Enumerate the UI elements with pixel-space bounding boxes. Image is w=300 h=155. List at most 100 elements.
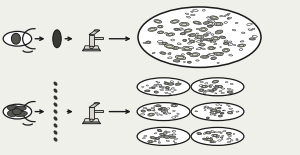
Ellipse shape — [175, 83, 181, 85]
Ellipse shape — [204, 90, 206, 91]
Ellipse shape — [206, 137, 208, 138]
Ellipse shape — [170, 81, 174, 82]
Ellipse shape — [227, 88, 231, 89]
Ellipse shape — [227, 141, 231, 143]
Ellipse shape — [205, 22, 209, 24]
Ellipse shape — [198, 133, 201, 134]
Ellipse shape — [15, 111, 27, 117]
Ellipse shape — [179, 29, 183, 30]
Ellipse shape — [190, 34, 194, 36]
Ellipse shape — [231, 90, 233, 91]
Ellipse shape — [164, 112, 168, 113]
Ellipse shape — [215, 113, 217, 114]
Ellipse shape — [165, 136, 168, 138]
Ellipse shape — [151, 137, 154, 138]
Ellipse shape — [199, 48, 202, 49]
Ellipse shape — [212, 37, 220, 40]
Ellipse shape — [211, 131, 214, 132]
Ellipse shape — [157, 105, 160, 106]
Ellipse shape — [205, 34, 207, 36]
Ellipse shape — [224, 49, 228, 51]
Ellipse shape — [149, 87, 152, 89]
Ellipse shape — [215, 108, 218, 109]
Ellipse shape — [206, 85, 210, 86]
Ellipse shape — [11, 33, 20, 44]
Ellipse shape — [154, 20, 162, 23]
Ellipse shape — [173, 60, 180, 62]
Ellipse shape — [212, 58, 215, 59]
Ellipse shape — [217, 31, 221, 33]
Ellipse shape — [146, 90, 149, 91]
Polygon shape — [94, 37, 103, 39]
Ellipse shape — [159, 85, 161, 86]
Ellipse shape — [216, 104, 220, 105]
Ellipse shape — [212, 88, 217, 91]
Ellipse shape — [190, 41, 194, 42]
Ellipse shape — [210, 141, 215, 143]
Ellipse shape — [213, 41, 216, 42]
Ellipse shape — [149, 114, 153, 115]
Ellipse shape — [196, 28, 199, 30]
Ellipse shape — [166, 33, 175, 36]
Ellipse shape — [176, 84, 180, 85]
Ellipse shape — [206, 90, 210, 91]
Ellipse shape — [15, 106, 26, 111]
Ellipse shape — [175, 115, 178, 117]
Ellipse shape — [160, 133, 165, 136]
Ellipse shape — [193, 9, 198, 11]
Ellipse shape — [201, 85, 207, 88]
Ellipse shape — [160, 52, 166, 54]
Ellipse shape — [163, 135, 170, 138]
Ellipse shape — [53, 102, 58, 107]
Ellipse shape — [142, 138, 146, 139]
Ellipse shape — [184, 40, 186, 41]
Ellipse shape — [250, 38, 254, 40]
Ellipse shape — [159, 86, 162, 87]
Ellipse shape — [149, 141, 152, 142]
Ellipse shape — [202, 56, 207, 58]
Ellipse shape — [155, 21, 160, 22]
Ellipse shape — [188, 42, 192, 44]
Ellipse shape — [183, 39, 187, 41]
Ellipse shape — [169, 93, 171, 94]
Ellipse shape — [196, 35, 203, 39]
Ellipse shape — [172, 91, 174, 92]
Ellipse shape — [203, 39, 206, 40]
Ellipse shape — [3, 104, 32, 119]
Ellipse shape — [225, 82, 228, 83]
Ellipse shape — [208, 139, 211, 140]
Ellipse shape — [206, 38, 211, 41]
Ellipse shape — [3, 31, 32, 46]
Ellipse shape — [215, 85, 218, 86]
Ellipse shape — [162, 108, 165, 109]
Ellipse shape — [214, 86, 217, 88]
Ellipse shape — [137, 127, 190, 145]
Ellipse shape — [221, 88, 225, 89]
Ellipse shape — [175, 29, 178, 30]
Ellipse shape — [146, 41, 151, 44]
Ellipse shape — [200, 41, 202, 42]
Ellipse shape — [53, 30, 61, 48]
Ellipse shape — [216, 137, 219, 138]
Ellipse shape — [153, 110, 155, 111]
Ellipse shape — [210, 91, 213, 92]
Ellipse shape — [169, 83, 172, 85]
Ellipse shape — [197, 36, 202, 38]
Ellipse shape — [209, 90, 214, 92]
Ellipse shape — [172, 46, 179, 50]
Ellipse shape — [212, 109, 215, 111]
Ellipse shape — [179, 22, 189, 26]
Ellipse shape — [230, 83, 233, 85]
Ellipse shape — [227, 18, 229, 19]
Ellipse shape — [200, 39, 205, 40]
Ellipse shape — [232, 29, 236, 31]
Ellipse shape — [208, 107, 212, 109]
Ellipse shape — [166, 140, 170, 142]
Ellipse shape — [210, 16, 218, 20]
Ellipse shape — [155, 91, 158, 93]
Ellipse shape — [164, 132, 166, 133]
Ellipse shape — [168, 34, 173, 35]
Ellipse shape — [168, 54, 170, 55]
Ellipse shape — [195, 38, 197, 39]
Ellipse shape — [212, 80, 219, 83]
